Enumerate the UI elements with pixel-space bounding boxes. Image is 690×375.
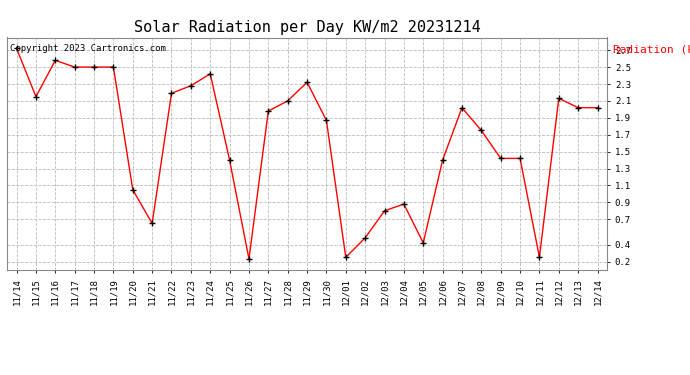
Text: Radiation (kW/m2): Radiation (kW/m2) [613,45,690,54]
Text: Copyright 2023 Cartronics.com: Copyright 2023 Cartronics.com [10,45,166,54]
Title: Solar Radiation per Day KW/m2 20231214: Solar Radiation per Day KW/m2 20231214 [134,20,480,35]
